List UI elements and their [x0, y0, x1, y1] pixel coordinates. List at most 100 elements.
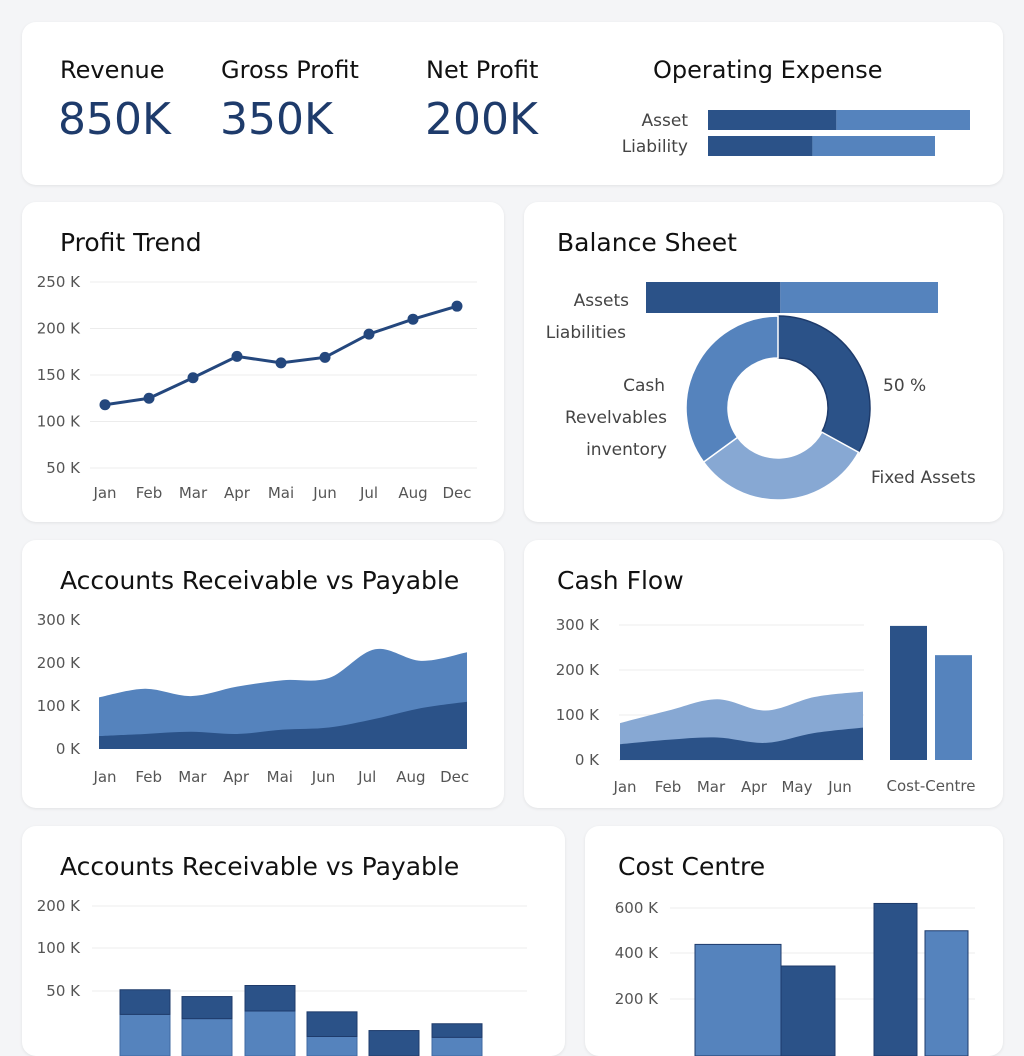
cost-centre-bar: [890, 626, 927, 760]
opex-bar-segment: [708, 136, 812, 156]
y-tick-label: 100 K: [37, 697, 81, 715]
opex-row-label: Liability: [622, 137, 688, 157]
x-tick-label: Apr: [223, 768, 250, 786]
y-tick-label: 0 K: [575, 751, 600, 769]
x-tick-label: Jun: [827, 778, 851, 796]
data-point: [408, 314, 419, 325]
y-tick-label: 300 K: [556, 616, 600, 634]
donut-label: Revelvables: [565, 408, 667, 428]
percent-label: 50 %: [883, 376, 926, 396]
donut-label: inventory: [586, 440, 667, 460]
kpi-card: Revenue 850K Gross Profit 350K Net Profi…: [22, 22, 1003, 185]
y-tick-label: 200 K: [37, 654, 81, 672]
y-tick-label: 100 K: [37, 939, 81, 957]
x-tick-label: Jan: [612, 778, 636, 796]
opex-row-label: Asset: [642, 111, 689, 131]
x-tick-label: Jul: [359, 484, 378, 502]
x-tick-label: Feb: [136, 484, 163, 502]
y-tick-label: 200 K: [37, 897, 81, 915]
balance-bar-label: Liabilities: [546, 323, 626, 343]
donut-slice: [778, 316, 870, 452]
y-tick-label: 200 K: [37, 320, 81, 338]
cost-centre-bar: [925, 931, 968, 1056]
x-tick-label: Mar: [697, 778, 726, 796]
y-tick-label: 150 K: [37, 366, 81, 384]
balance-sheet-chart: Assets Liabilities Cash Revelvables inventor…: [524, 202, 1003, 522]
payable-bar: [432, 1024, 482, 1038]
receivable-bar: [245, 1011, 295, 1056]
assets-bar-segment: [780, 282, 938, 313]
x-tick-label: May: [781, 778, 812, 796]
donut-label: Cash: [623, 376, 665, 396]
data-point: [188, 372, 199, 383]
payable-bar: [369, 1031, 419, 1056]
y-tick-label: 600 K: [615, 899, 659, 917]
opex-bar-segment: [836, 110, 970, 130]
side-bar-label: Cost-Centre: [887, 777, 976, 795]
x-tick-label: Aug: [396, 768, 425, 786]
y-tick-label: 200 K: [615, 990, 659, 1008]
payable-bar: [120, 990, 170, 1015]
x-tick-label: Jan: [92, 484, 116, 502]
opex-bar-segment: [708, 110, 836, 130]
x-tick-label: Jun: [312, 484, 336, 502]
balance-bar-label: Assets: [574, 291, 629, 311]
x-tick-label: Feb: [135, 768, 162, 786]
fixed-assets-label: Fixed Assets: [871, 468, 976, 488]
y-tick-label: 0 K: [56, 740, 81, 758]
x-tick-label: Dec: [440, 768, 469, 786]
data-point: [364, 329, 375, 340]
x-tick-label: Apr: [224, 484, 251, 502]
x-tick-label: Feb: [655, 778, 682, 796]
receivable-bar: [432, 1037, 482, 1056]
x-tick-label: Mar: [178, 768, 207, 786]
opex-bars: Asset Liability: [22, 22, 1003, 185]
data-point: [144, 393, 155, 404]
x-tick-label: Apr: [741, 778, 768, 796]
cost-centre-bar: [695, 944, 781, 1056]
cost-centre-bar: [781, 966, 835, 1056]
payable-bar: [307, 1012, 357, 1037]
y-tick-label: 200 K: [556, 661, 600, 679]
cost-centre-chart: 600 K 400 K 200 K: [585, 826, 1003, 1056]
y-tick-label: 50 K: [46, 982, 81, 1000]
x-tick-label: Mai: [267, 768, 293, 786]
x-tick-label: Jan: [92, 768, 116, 786]
y-tick-label: 300 K: [37, 611, 81, 629]
receivable-bar: [182, 1019, 232, 1056]
data-point: [320, 352, 331, 363]
data-point: [100, 399, 111, 410]
cost-centre-bar: [874, 903, 917, 1056]
y-tick-label: 250 K: [37, 273, 81, 291]
x-tick-label: Jun: [311, 768, 335, 786]
y-tick-label: 100 K: [556, 706, 600, 724]
payable-bar: [182, 997, 232, 1019]
x-tick-label: Mar: [179, 484, 208, 502]
data-point: [276, 357, 287, 368]
payable-bar: [245, 986, 295, 1012]
x-tick-label: Dec: [442, 484, 471, 502]
ar-ap-bar-chart: 200 K 100 K 50 K: [22, 826, 565, 1056]
cash-flow-chart: 300 K 200 K 100 K 0 K Jan Feb Mar Apr May Jun Cost…: [524, 540, 1003, 808]
y-tick-label: 100 K: [37, 413, 81, 431]
x-tick-label: Jul: [357, 768, 376, 786]
x-tick-label: Mai: [268, 484, 294, 502]
opex-bar-segment: [812, 136, 935, 156]
data-point: [452, 301, 463, 312]
assets-bar-segment: [646, 282, 780, 313]
x-tick-label: Aug: [398, 484, 427, 502]
y-tick-label: 50 K: [46, 459, 81, 477]
profit-trend-chart: 250 K 200 K 150 K 100 K 50 K Jan Feb Mar Apr Mai J…: [22, 202, 504, 522]
receivable-bar: [307, 1037, 357, 1056]
y-tick-label: 400 K: [615, 944, 659, 962]
data-point: [232, 351, 243, 362]
cost-centre-bar: [935, 655, 972, 760]
receivable-bar: [120, 1014, 170, 1056]
